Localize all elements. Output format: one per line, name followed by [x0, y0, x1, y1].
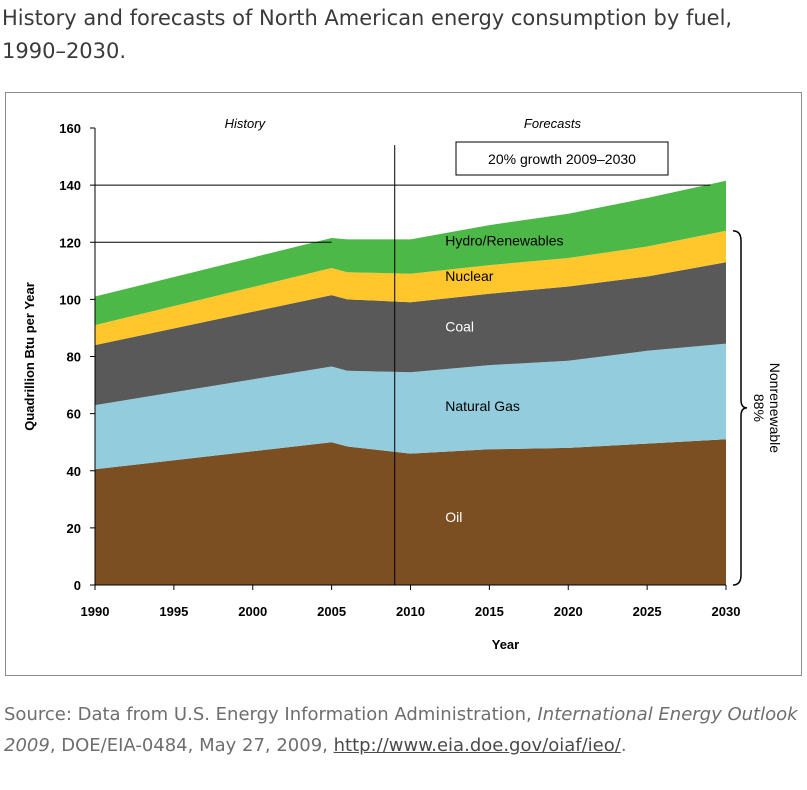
nonrenewable-label-line1: Nonrenewable [767, 363, 783, 453]
series-label-hydro-renewables: Hydro/Renewables [445, 232, 563, 248]
nonrenewable-label-line2: 88% [751, 394, 767, 422]
x-tick-label: 2005 [317, 604, 346, 619]
y-axis-title: Quadrillion Btu per Year [22, 282, 37, 431]
x-tick-label: 2010 [396, 604, 425, 619]
source-suffix: . [620, 735, 627, 756]
y-tick-label: 80 [67, 350, 81, 365]
growth-box [455, 141, 669, 176]
area-layers [95, 180, 726, 585]
reference-lines [95, 145, 711, 585]
x-tick-label: 2025 [633, 604, 662, 619]
series-label-natural-gas: Natural Gas [445, 398, 520, 414]
series-label-nuclear: Nuclear [445, 268, 494, 284]
source-prefix: Source: Data from U.S. Energy Informatio… [4, 704, 538, 725]
y-tick-label: 140 [59, 178, 81, 193]
area-hydro-renewables [95, 180, 726, 326]
x-axis-title: Year [492, 637, 519, 652]
source-details: , DOE/EIA-0484, May 27, 2009, [49, 735, 334, 756]
x-tick-label: 2015 [475, 604, 504, 619]
series-label-oil: Oil [445, 509, 462, 525]
nonrenewable-bracket [732, 230, 748, 586]
area-natural-gas [95, 343, 726, 470]
x-tick-label: 1995 [159, 604, 188, 619]
axes: 0 20 40 60 80 100 120 140 160 1990 1995 2000 2005 201… [22, 121, 740, 652]
area-coal [95, 262, 726, 406]
x-tick-label: 2030 [712, 604, 741, 619]
series-label-coal: Coal [445, 319, 474, 335]
x-tick-label: 1990 [81, 604, 110, 619]
forecasts-label: Forecasts [524, 116, 582, 131]
y-tick-label: 0 [74, 578, 81, 593]
area-nuclear [95, 230, 726, 346]
history-label: History [225, 116, 267, 131]
y-tick-label: 40 [67, 464, 81, 479]
x-tick-label: 2000 [238, 604, 267, 619]
y-tick-label: 20 [67, 521, 81, 536]
y-tick-label: 160 [59, 121, 81, 136]
y-tick-label: 100 [59, 292, 81, 307]
figure-title: History and forecasts of North American … [2, 6, 733, 63]
annotations: History Forecasts 20% growth 2009–2030 Nonr… [225, 116, 783, 586]
y-tick-label: 60 [67, 407, 81, 422]
area-oil [95, 439, 726, 585]
source-link[interactable]: http://www.eia.doe.gov/oiaf/ieo/ [333, 735, 621, 756]
series-labels: Oil Natural Gas Coal Nuclear Hydro/Renewable… [445, 232, 563, 524]
source-citation: Source: Data from U.S. Energy Informatio… [4, 699, 804, 761]
y-tick-label: 120 [59, 235, 81, 250]
source-publication: International Energy Outlook 2009 [4, 704, 798, 756]
x-tick-label: 2020 [554, 604, 583, 619]
growth-label: 20% growth 2009–2030 [488, 151, 636, 167]
